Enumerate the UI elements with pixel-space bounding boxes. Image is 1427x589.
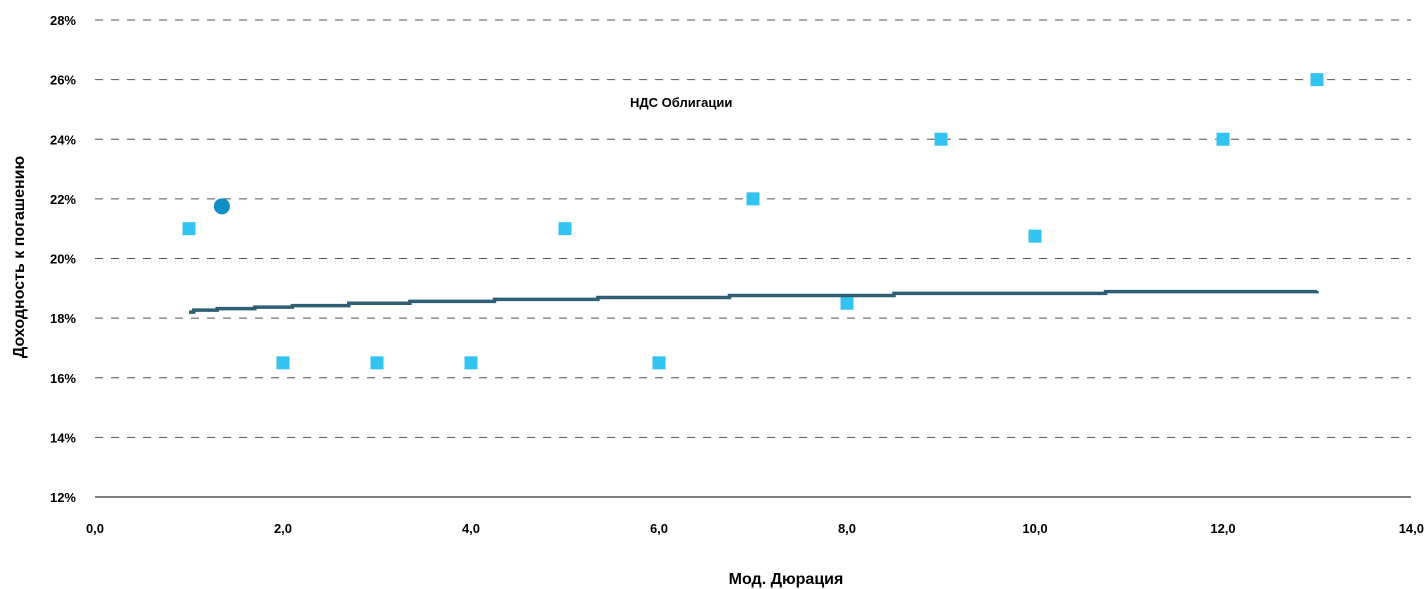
grid-lines xyxy=(95,19,1411,438)
bond-point xyxy=(182,222,196,236)
y-tick-label: 22% xyxy=(50,192,76,207)
y-tick-labels: 12% 14% 16% 18% 20% 22% 24% 26% 28% xyxy=(50,13,76,505)
x-tick-label: 2,0 xyxy=(274,521,292,536)
bond-point xyxy=(1216,132,1230,146)
bond-point xyxy=(652,356,666,370)
x-tick-label: 14,0 xyxy=(1399,521,1424,536)
bond-point xyxy=(934,132,948,146)
y-tick-label: 26% xyxy=(50,73,76,88)
bond-point xyxy=(840,296,854,310)
bond-point xyxy=(464,356,478,370)
y-tick-label: 20% xyxy=(50,252,76,267)
x-tick-label: 0,0 xyxy=(86,521,104,536)
bond-point xyxy=(1028,229,1042,243)
bond-point xyxy=(746,192,760,206)
y-tick-label: 18% xyxy=(50,311,76,326)
chart-annotation: НДС Облигации xyxy=(630,95,732,110)
x-tick-label: 8,0 xyxy=(838,521,856,536)
series-layer xyxy=(182,73,1324,370)
y-tick-label: 24% xyxy=(50,132,76,147)
trend-line xyxy=(189,289,1319,314)
bond-point xyxy=(276,356,290,370)
bond-point xyxy=(1310,73,1324,87)
x-tick-labels: 0,0 2,0 4,0 6,0 8,0 10,0 12,0 14,0 xyxy=(86,521,1424,536)
x-axis-title: Мод. Дюрация xyxy=(729,571,844,588)
y-tick-label: 28% xyxy=(50,13,76,28)
y-tick-label: 14% xyxy=(50,430,76,445)
y-tick-label: 16% xyxy=(50,371,76,386)
bond-point xyxy=(370,356,384,370)
highlight-point xyxy=(213,198,230,215)
x-tick-label: 6,0 xyxy=(650,521,668,536)
x-tick-label: 10,0 xyxy=(1022,521,1047,536)
y-tick-label: 12% xyxy=(50,490,76,505)
y-axis-title: Доходность к погашению xyxy=(11,156,28,359)
x-tick-label: 4,0 xyxy=(462,521,480,536)
x-tick-label: 12,0 xyxy=(1210,521,1235,536)
bond-point xyxy=(558,222,572,236)
